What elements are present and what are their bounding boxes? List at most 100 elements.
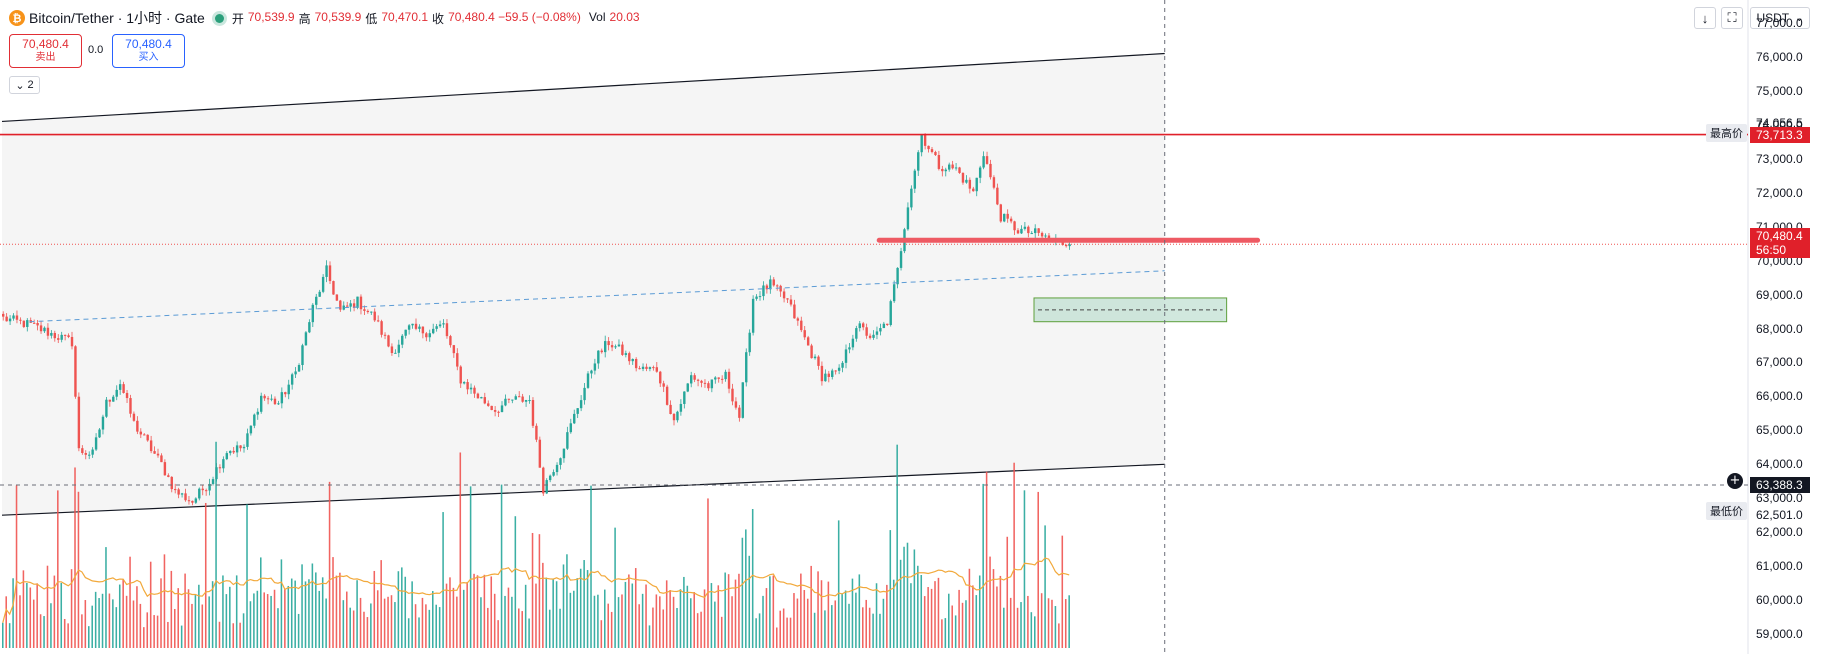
candle-body	[112, 396, 115, 402]
candle	[1003, 213, 1006, 223]
candle	[39, 320, 43, 334]
y-tick-label: 60,000.0	[1756, 593, 1803, 608]
candle	[43, 326, 46, 333]
volume-bar	[545, 577, 548, 648]
candle-body	[817, 356, 820, 366]
candle-body	[98, 429, 101, 438]
volume-bar	[683, 576, 685, 648]
candles	[2, 133, 1071, 506]
volume-bar	[39, 614, 42, 648]
volume-bar	[535, 583, 537, 648]
buy-button[interactable]: 70,480.4 买入	[112, 34, 185, 68]
candle-body	[325, 265, 328, 277]
candle-body	[46, 327, 50, 336]
volume-bar	[696, 613, 699, 648]
candle	[411, 323, 414, 329]
candle	[999, 203, 1003, 223]
candle-body	[208, 483, 211, 491]
candle-body	[844, 349, 848, 363]
volume-bar	[418, 617, 420, 648]
volume-bar	[1003, 607, 1005, 648]
volume-bar	[462, 589, 465, 648]
candle	[70, 331, 74, 350]
indicators-toggle[interactable]: ⌄ 2	[9, 76, 40, 94]
candle-body	[438, 324, 442, 327]
candle-body	[655, 367, 659, 372]
volume-bar	[531, 532, 534, 648]
download-icon[interactable]: ↓	[1694, 7, 1716, 29]
candle-body	[934, 151, 937, 156]
candle-body	[920, 135, 923, 153]
candle-body	[727, 371, 731, 389]
candle	[263, 394, 266, 401]
candle-body	[879, 328, 882, 332]
volume-bar	[617, 597, 620, 648]
volume-bar	[765, 588, 768, 648]
candle	[432, 323, 435, 335]
candle-body	[1027, 226, 1030, 234]
candle-body	[848, 347, 851, 350]
candle-body	[652, 367, 655, 369]
volume-bar	[590, 485, 592, 648]
candle	[163, 459, 167, 476]
indicator-count: 2	[27, 79, 34, 91]
candle	[944, 167, 947, 177]
candle-body	[256, 411, 259, 415]
sell-price: 70,480.4	[22, 37, 69, 51]
volume-bar	[497, 620, 499, 648]
candle	[1020, 225, 1023, 234]
volume-bar	[504, 595, 506, 648]
currency-select[interactable]: USDT ⌄	[1750, 7, 1810, 29]
volume-bar	[724, 572, 726, 648]
add-alert-icon[interactable]: +	[1727, 473, 1743, 489]
candle-body	[552, 472, 555, 476]
volume-bar	[538, 534, 541, 648]
candle	[731, 383, 734, 406]
candle	[108, 399, 112, 407]
candle	[913, 168, 917, 194]
volume-bar	[263, 592, 265, 648]
volume-bar	[167, 621, 169, 648]
candle	[466, 379, 469, 395]
candle-body	[717, 377, 720, 379]
volume-bar	[445, 583, 448, 648]
candle-body	[476, 393, 480, 399]
volume-bar	[917, 565, 919, 648]
candle	[266, 396, 270, 405]
volume-bar	[273, 589, 276, 648]
candle-body	[511, 399, 514, 401]
candle-body	[604, 341, 607, 353]
volume-bar	[218, 621, 221, 648]
candle	[855, 325, 858, 342]
candle	[22, 320, 26, 329]
volume-bar	[686, 585, 689, 648]
fullscreen-icon[interactable]: ⛶	[1721, 7, 1743, 29]
sell-button[interactable]: 70,480.4 卖出	[9, 34, 82, 68]
candle-body	[101, 416, 105, 430]
candle	[583, 383, 586, 405]
volume-bar	[146, 612, 149, 648]
candle-body	[222, 459, 225, 469]
volume-bar	[125, 595, 128, 648]
volume-bar	[848, 603, 850, 648]
candle-body	[948, 164, 951, 170]
candle	[208, 478, 211, 496]
candle	[308, 319, 311, 334]
symbol-title[interactable]: Bitcoin/Tether · 1小时 · Gate	[29, 10, 205, 26]
volume-bar	[143, 627, 145, 648]
volume-bar	[201, 604, 204, 648]
candle-body	[180, 493, 184, 495]
volume-bar	[136, 586, 138, 648]
volume-bar	[280, 559, 283, 648]
candle-body	[70, 336, 74, 347]
volume-bar	[26, 582, 28, 648]
candle-body	[84, 453, 87, 455]
candle	[975, 177, 978, 197]
volume-bar	[208, 596, 210, 648]
candle-body	[868, 335, 872, 338]
volume-bar	[60, 582, 63, 648]
buy-price: 70,480.4	[125, 37, 172, 51]
volume-bar	[1023, 490, 1026, 648]
volume-bar	[139, 603, 142, 648]
